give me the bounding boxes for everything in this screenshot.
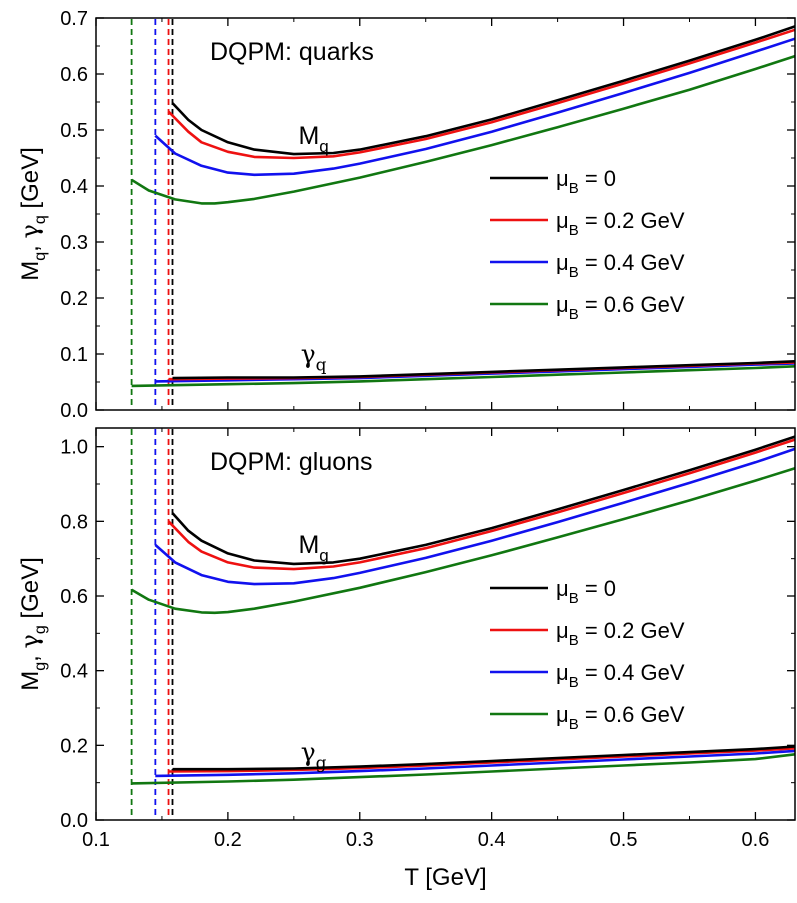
mass-curve <box>171 435 796 566</box>
y-tick-label: 0.7 <box>60 8 88 30</box>
plot-frame <box>95 427 796 821</box>
legend-item: μB = 0.4 GeV <box>490 250 685 281</box>
x-axis-label: T [GeV] <box>404 864 486 891</box>
mass-curve <box>167 438 796 571</box>
y-tick-label: 0.6 <box>60 64 88 86</box>
legend-label: μB = 0.4 GeV <box>556 250 685 281</box>
width-curve-label: γq <box>301 339 327 375</box>
x-tick-label: 0.6 <box>742 829 770 851</box>
critical-temperature-markers <box>130 429 174 819</box>
width-curve <box>168 747 796 773</box>
legend-label: μB = 0.6 GeV <box>556 292 685 323</box>
mass-curve <box>154 447 796 586</box>
legend-item: μB = 0.6 GeV <box>490 292 685 323</box>
width-curve <box>155 749 796 778</box>
y-tick-label: 0.8 <box>60 511 88 533</box>
y-tick-label: 0.2 <box>60 288 88 310</box>
width-curve <box>131 753 796 785</box>
mass-curve <box>130 467 796 615</box>
x-tick-label: 0.2 <box>214 829 242 851</box>
y-tick-label: 0.4 <box>60 176 88 198</box>
y-tick-label: 0.1 <box>60 344 88 366</box>
legend: μB = 0 μB = 0.2 GeV μB = 0.4 GeV μB = 0.6 G… <box>490 576 685 733</box>
y-tick-label: 0.0 <box>60 400 88 422</box>
y-tick-label: 0.3 <box>60 232 88 254</box>
mass-curve <box>171 25 796 156</box>
mass-curve <box>167 28 796 160</box>
mass-curve-label: Mg <box>298 531 328 565</box>
legend-item: μB = 0.2 GeV <box>490 208 685 239</box>
x-tick-label: 0.5 <box>610 829 638 851</box>
legend-item: μB = 0.6 GeV <box>490 702 685 733</box>
y-axis-ticks: 0.0 0.1 0.2 0.3 0.4 0.5 0.6 0.7 <box>60 8 795 422</box>
critical-temperature-markers <box>130 19 174 409</box>
width-curve <box>172 745 796 771</box>
curves <box>130 435 796 785</box>
panel-title: DQPM: gluons <box>210 448 373 476</box>
legend-item: μB = 0.4 GeV <box>490 660 685 691</box>
legend-label: μB = 0.2 GeV <box>556 618 685 649</box>
y-tick-label: 0.4 <box>60 661 88 683</box>
panel-quarks: 0.0 0.1 0.2 0.3 0.4 0.5 0.6 0.7 DQPM: quarks Mq, … <box>16 8 796 422</box>
mass-curve <box>130 54 796 205</box>
x-tick-label: 0.1 <box>82 829 110 851</box>
legend-label: μB = 0 <box>556 166 616 197</box>
y-axis-label: Mg, γg [GeV] <box>16 557 49 691</box>
legend-item: μB = 0 <box>490 166 616 197</box>
curves <box>130 25 796 388</box>
width-curve-label: γg <box>301 737 327 773</box>
legend-item: μB = 0.2 GeV <box>490 618 685 649</box>
x-axis-ticks <box>95 18 757 410</box>
legend-label: μB = 0 <box>556 576 616 607</box>
y-tick-label: 1.0 <box>60 437 88 459</box>
legend-item: μB = 0 <box>490 576 616 607</box>
y-tick-label: 0.5 <box>60 120 88 142</box>
mass-curve <box>154 37 796 177</box>
y-axis-ticks: 0.0 0.2 0.4 0.6 0.8 1.0 <box>60 437 795 832</box>
legend-label: μB = 0.4 GeV <box>556 660 685 691</box>
plot-frame <box>95 17 796 411</box>
panel-gluons: 0.0 0.2 0.4 0.6 0.8 1.0 0.1 0.2 0.3 0.4 0.5 0.6 DQPM… <box>16 427 796 851</box>
x-tick-label: 0.4 <box>478 829 506 851</box>
legend-label: μB = 0.6 GeV <box>556 702 685 733</box>
legend-label: μB = 0.2 GeV <box>556 208 685 239</box>
x-tick-label: 0.3 <box>346 829 374 851</box>
x-axis-ticks: 0.1 0.2 0.3 0.4 0.5 0.6 <box>82 428 769 851</box>
y-tick-label: 0.6 <box>60 586 88 608</box>
panel-title: DQPM: quarks <box>210 38 374 66</box>
y-tick-label: 0.0 <box>60 810 88 832</box>
mass-curve-label: Mq <box>298 122 328 156</box>
width-curve <box>172 360 796 380</box>
y-axis-label: Mq, γq [GeV] <box>16 147 49 281</box>
legend: μB = 0 μB = 0.2 GeV μB = 0.4 GeV μB = 0.6 G… <box>490 166 685 323</box>
y-tick-label: 0.2 <box>60 735 88 757</box>
width-curve <box>131 365 796 388</box>
